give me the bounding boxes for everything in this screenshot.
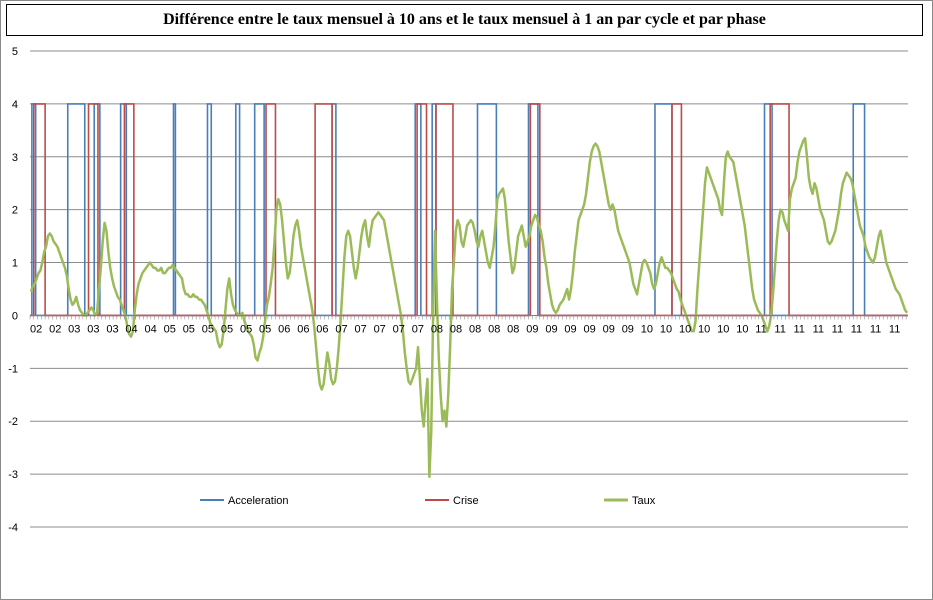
x-tick-label: 09	[564, 323, 576, 335]
x-tick-label: 11	[889, 323, 900, 335]
x-tick-label: 03	[68, 323, 80, 335]
x-tick-label: 10	[660, 323, 672, 335]
x-tick-label: 11	[793, 323, 804, 335]
y-tick-label: -2	[8, 416, 18, 428]
x-tick-label: 04	[145, 323, 157, 335]
x-tick-label: 11	[870, 323, 881, 335]
y-tick-label: 5	[12, 46, 18, 58]
x-tick-label: 07	[354, 323, 366, 335]
x-tick-label: 08	[488, 323, 500, 335]
x-tick-label: 05	[259, 323, 271, 335]
x-tick-label: 06	[316, 323, 328, 335]
legend-label-acceleration: Acceleration	[228, 495, 289, 507]
x-tick-label: 07	[374, 323, 386, 335]
x-tick-label: 10	[679, 323, 691, 335]
x-tick-label: 09	[603, 323, 615, 335]
x-tick-label: 02	[30, 323, 42, 335]
chart-title-box: Différence entre le taux mensuel à 10 an…	[6, 4, 923, 36]
chart-title: Différence entre le taux mensuel à 10 an…	[163, 11, 766, 28]
x-tick-label: 09	[545, 323, 557, 335]
x-tick-label: 07	[412, 323, 424, 335]
y-tick-label: 4	[12, 99, 18, 111]
x-tick-label: 11	[774, 323, 785, 335]
x-tick-label: 07	[393, 323, 405, 335]
x-tick-label: 02	[49, 323, 61, 335]
x-tick-label: 09	[622, 323, 634, 335]
x-tick-label: 05	[240, 323, 252, 335]
y-tick-label: 3	[12, 152, 18, 164]
x-tick-label: 08	[507, 323, 519, 335]
x-tick-label: 11	[755, 323, 766, 335]
x-tick-label: 08	[431, 323, 443, 335]
x-tick-label: 09	[526, 323, 538, 335]
series-line-taux	[29, 137, 909, 479]
x-tick-label: 11	[813, 323, 824, 335]
y-tick-label: -1	[8, 363, 18, 375]
y-tick-label: -3	[8, 469, 18, 481]
x-tick-label: 08	[450, 323, 462, 335]
x-tick-label: 10	[641, 323, 653, 335]
x-tick-label: 09	[584, 323, 596, 335]
y-tick-label: 0	[12, 310, 18, 322]
legend-label-crise: Crise	[453, 495, 479, 507]
x-tick-label: 03	[87, 323, 99, 335]
x-tick-label: 04	[125, 323, 137, 335]
x-tick-label: 06	[297, 323, 309, 335]
x-tick-label: 03	[106, 323, 118, 335]
x-tick-label: 05	[164, 323, 176, 335]
x-tick-label: 05	[202, 323, 214, 335]
legend-label-taux: Taux	[632, 495, 656, 507]
x-tick-label: 08	[469, 323, 481, 335]
x-tick-label: 10	[717, 323, 729, 335]
y-tick-label: 2	[12, 205, 18, 217]
y-tick-label: 1	[12, 258, 18, 270]
x-tick-label: 05	[183, 323, 195, 335]
x-tick-label: 06	[278, 323, 290, 335]
x-tick-label: 10	[698, 323, 710, 335]
x-tick-label: 11	[851, 323, 862, 335]
x-tick-label: 07	[335, 323, 347, 335]
x-tick-label: 11	[832, 323, 843, 335]
x-tick-label: 10	[736, 323, 748, 335]
y-tick-label: -4	[8, 522, 18, 534]
x-tick-label: 05	[221, 323, 233, 335]
